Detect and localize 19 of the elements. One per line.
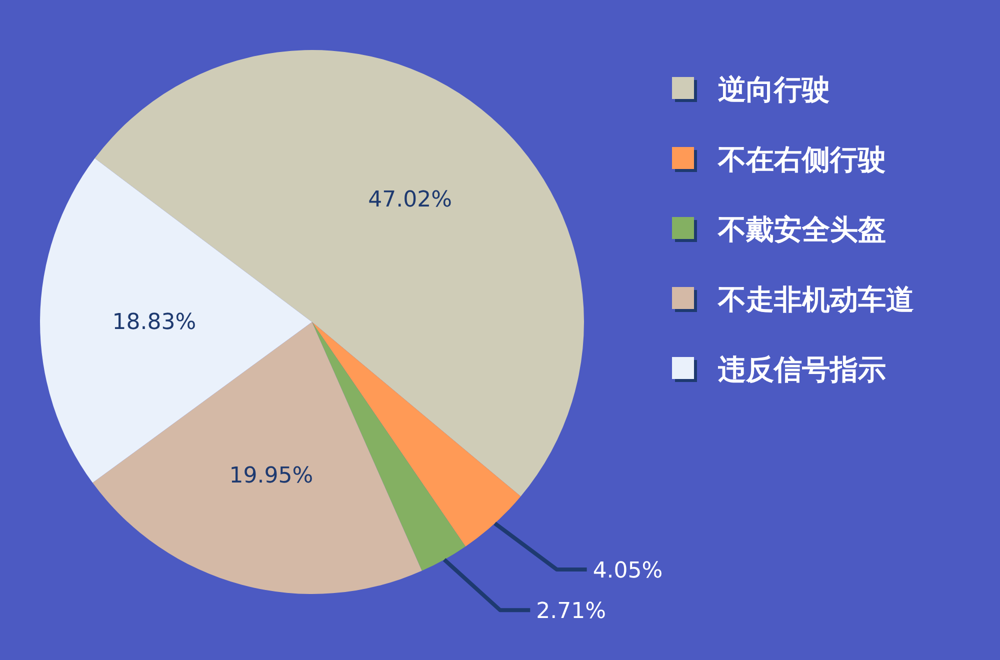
pie-slice xyxy=(40,158,312,483)
legend-label: 不在右侧行驶 xyxy=(717,143,886,176)
legend-item: 不走非机动车道 xyxy=(672,283,914,316)
legend-item: 逆向行驶 xyxy=(672,73,830,106)
legend-item: 违反信号指示 xyxy=(672,353,886,386)
data-label: 2.71% xyxy=(536,599,606,624)
legend-item: 不在右侧行驶 xyxy=(672,143,886,176)
legend-label: 逆向行驶 xyxy=(718,73,830,106)
data-label: 18.83% xyxy=(112,310,196,335)
pie-slice xyxy=(312,322,466,571)
data-label: 19.95% xyxy=(229,463,314,488)
legend-label: 不走非机动车道 xyxy=(717,283,914,316)
pie-slice xyxy=(94,50,584,496)
legend-label: 违反信号指示 xyxy=(717,353,886,386)
legend-label: 不戴安全头盔 xyxy=(717,213,886,246)
data-label: 4.05% xyxy=(592,558,663,584)
data-label: 47.02% xyxy=(368,187,452,212)
pie-slice xyxy=(312,322,521,547)
legend-item: 不戴安全头盔 xyxy=(672,213,886,246)
